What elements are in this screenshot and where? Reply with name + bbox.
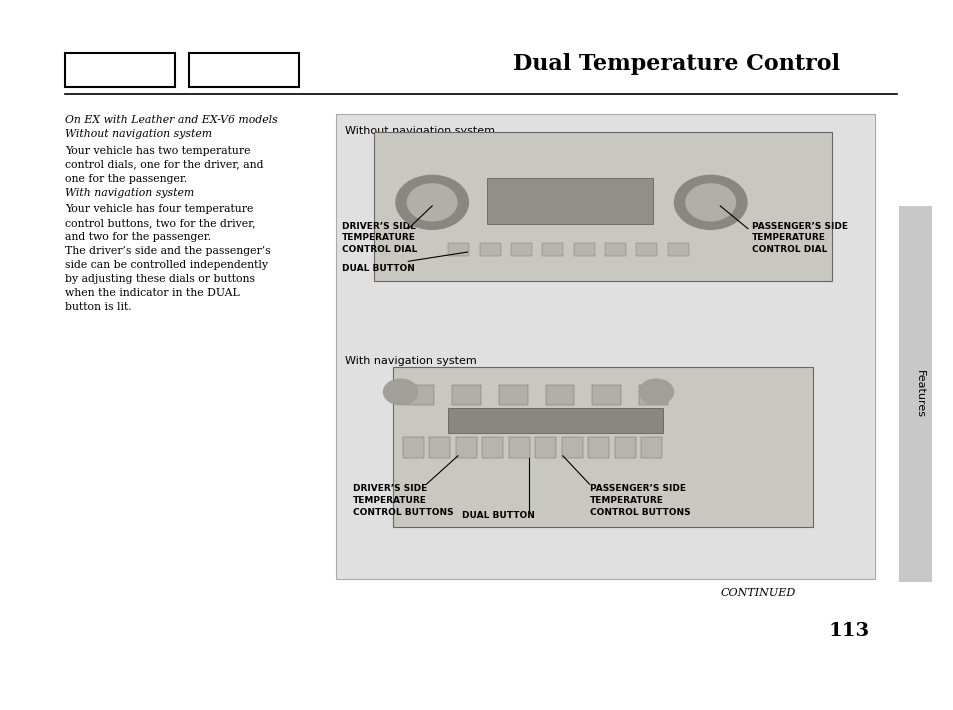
Bar bbox=[511, 243, 532, 256]
Bar bbox=[587, 437, 608, 458]
Bar bbox=[639, 385, 667, 405]
Bar bbox=[535, 437, 556, 458]
Text: Without navigation system: Without navigation system bbox=[345, 126, 495, 136]
Bar bbox=[498, 385, 527, 405]
Circle shape bbox=[407, 184, 456, 221]
Text: Your vehicle has four temperature
control buttons, two for the driver,
and two f: Your vehicle has four temperature contro… bbox=[65, 204, 255, 242]
Bar bbox=[592, 385, 620, 405]
Bar bbox=[393, 367, 812, 527]
Bar bbox=[456, 437, 476, 458]
Text: The driver’s side and the passenger’s
side can be controlled independently
by ad: The driver’s side and the passenger’s si… bbox=[65, 246, 271, 312]
Bar bbox=[189, 53, 298, 87]
Bar bbox=[614, 437, 635, 458]
Bar bbox=[479, 243, 500, 256]
Bar bbox=[667, 243, 688, 256]
Text: DRIVER’S SIDE
TEMPERATURE
CONTROL DIAL: DRIVER’S SIDE TEMPERATURE CONTROL DIAL bbox=[341, 222, 416, 254]
Circle shape bbox=[395, 175, 468, 229]
Bar bbox=[429, 437, 450, 458]
Bar bbox=[545, 385, 574, 405]
Bar bbox=[448, 243, 469, 256]
Text: PASSENGER’S SIDE
TEMPERATURE
CONTROL DIAL: PASSENGER’S SIDE TEMPERATURE CONTROL DIA… bbox=[751, 222, 847, 254]
Circle shape bbox=[383, 379, 417, 405]
Text: Features: Features bbox=[914, 370, 924, 418]
Circle shape bbox=[639, 379, 673, 405]
Bar bbox=[561, 437, 582, 458]
Bar bbox=[405, 385, 434, 405]
Bar bbox=[374, 132, 831, 281]
Bar bbox=[636, 243, 657, 256]
Text: 113: 113 bbox=[827, 623, 869, 640]
Text: DRIVER’S SIDE
TEMPERATURE
CONTROL BUTTONS: DRIVER’S SIDE TEMPERATURE CONTROL BUTTON… bbox=[353, 484, 453, 517]
Text: CONTINUED: CONTINUED bbox=[720, 588, 795, 598]
Text: With navigation system: With navigation system bbox=[345, 356, 476, 366]
Bar bbox=[508, 437, 529, 458]
Text: DUAL BUTTON: DUAL BUTTON bbox=[461, 511, 534, 520]
Bar bbox=[452, 385, 480, 405]
Text: Dual Temperature Control: Dual Temperature Control bbox=[512, 53, 839, 75]
Bar bbox=[640, 437, 661, 458]
Bar bbox=[481, 437, 502, 458]
Bar bbox=[604, 243, 625, 256]
Text: On EX with Leather and EX-V6 models
Without navigation system: On EX with Leather and EX-V6 models With… bbox=[65, 115, 277, 139]
Bar bbox=[65, 53, 174, 87]
Text: With navigation system: With navigation system bbox=[65, 188, 193, 198]
Text: Your vehicle has two temperature
control dials, one for the driver, and
one for : Your vehicle has two temperature control… bbox=[65, 146, 263, 184]
Bar bbox=[542, 243, 563, 256]
Bar bbox=[335, 114, 874, 579]
Circle shape bbox=[674, 175, 746, 229]
Bar bbox=[486, 178, 653, 224]
Text: DUAL BUTTON: DUAL BUTTON bbox=[341, 264, 414, 273]
Bar bbox=[573, 243, 594, 256]
Bar bbox=[448, 408, 662, 433]
Bar bbox=[898, 206, 931, 582]
Bar bbox=[402, 437, 423, 458]
Text: PASSENGER’S SIDE
TEMPERATURE
CONTROL BUTTONS: PASSENGER’S SIDE TEMPERATURE CONTROL BUT… bbox=[589, 484, 689, 517]
Circle shape bbox=[685, 184, 735, 221]
